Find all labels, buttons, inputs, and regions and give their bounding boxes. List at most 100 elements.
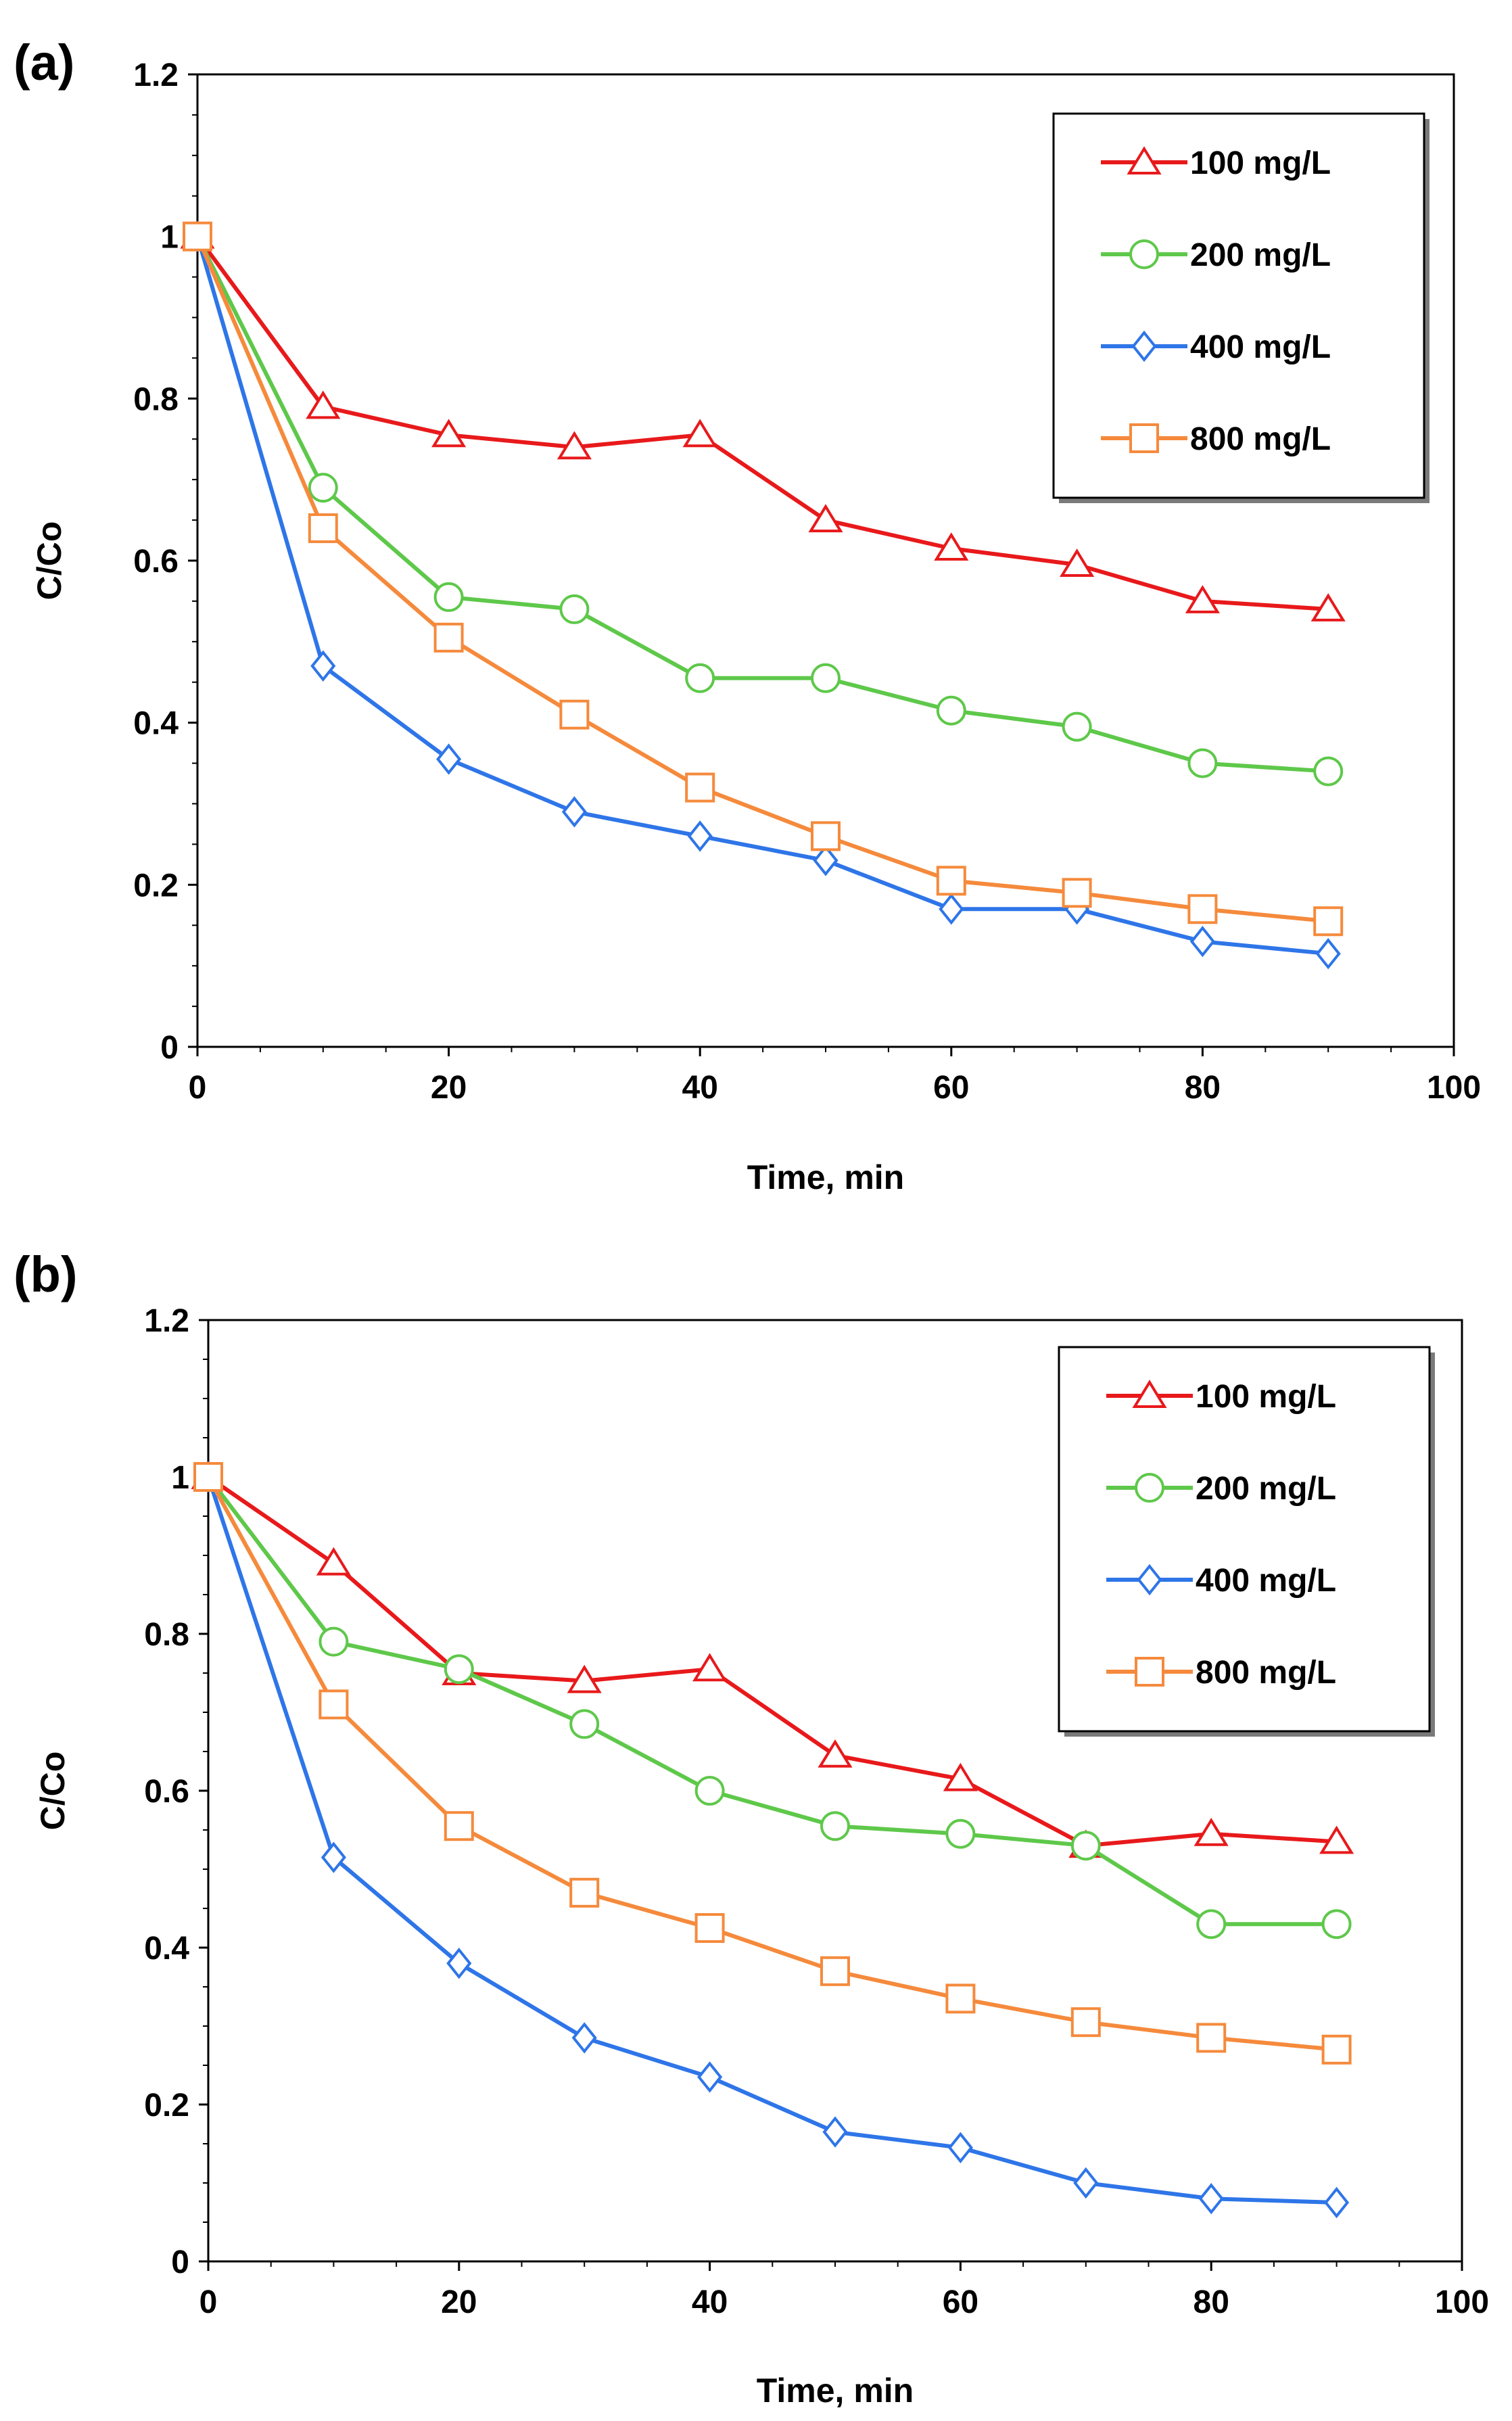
data-point-square [945, 1983, 976, 2014]
legend-label: 100 mg/L [1196, 1379, 1336, 1415]
series-square [193, 1462, 1352, 2065]
y-tick-label: 1.2 [144, 1303, 189, 1339]
y-tick-label: 0 [171, 2244, 189, 2280]
y-tick-label: 1 [171, 1460, 189, 1496]
legend-label: 800 mg/L [1196, 1655, 1336, 1691]
data-point-circle [444, 1654, 474, 1685]
x-tick-label: 40 [682, 1070, 718, 1106]
data-point-square [685, 772, 715, 803]
y-tick-label: 0.6 [133, 544, 179, 580]
data-point-triangle [306, 390, 341, 419]
y-tick-label: 1.2 [133, 57, 179, 93]
data-point-diamond [310, 650, 336, 682]
data-point-diamond [1198, 2182, 1224, 2215]
data-point-square [433, 622, 464, 653]
y-tick-label: 1 [160, 220, 179, 256]
data-point-circle [569, 1709, 600, 1739]
chart-panel-a: (a) 0 0.2 0.4 0.6 0.8 1 1.2 0 20 40 60 80 100 Time, mi… [0, 0, 1512, 1210]
data-point-square [1070, 2007, 1101, 2038]
data-point-diamond [1189, 926, 1215, 958]
y-tick-label: 0.4 [144, 1931, 189, 1967]
legend-marker-triangle [1132, 1380, 1167, 1408]
y-tick-label: 0 [160, 1030, 179, 1066]
data-point-triangle [934, 532, 969, 561]
legend: 100 mg/L 200 mg/L 400 mg/L 800 mg/L [1058, 1346, 1435, 1737]
data-point-triangle [808, 504, 843, 533]
x-axis-title: Time, min [757, 2372, 914, 2410]
y-tick-label: 0.2 [144, 2088, 189, 2123]
data-point-triangle [1310, 593, 1346, 621]
data-point-square [1187, 894, 1218, 924]
series-line [206, 1476, 1337, 1927]
data-point-diamond [1073, 2167, 1099, 2199]
data-point-diamond [1324, 2186, 1350, 2219]
line-chart-a: (a) 0 0.2 0.4 0.6 0.8 1 1.2 0 20 40 60 80 100 Time, mi… [14, 34, 1481, 1196]
x-tick-label: 0 [189, 1070, 207, 1106]
series-line [195, 235, 1329, 611]
data-point-triangle [1194, 1817, 1229, 1846]
panel-label: (b) [14, 1246, 78, 1302]
legend-item: 100 mg/L [1101, 145, 1331, 181]
line-chart-b: (b) 0 0.2 0.4 0.6 0.8 1 1.2 0 20 40 60 80 100 Time, mi… [14, 1246, 1489, 2410]
x-tick-label: 80 [1194, 2284, 1229, 2320]
data-point-circle [1070, 1831, 1101, 1861]
data-point-square [936, 866, 966, 896]
legend-item: 800 mg/L [1101, 421, 1331, 457]
x-tick-label: 40 [692, 2284, 728, 2320]
data-point-circle [945, 1818, 976, 1849]
series-line [195, 235, 1329, 956]
data-point-triangle [316, 1547, 351, 1576]
data-point-triangle [943, 1762, 978, 1791]
data-point-square [569, 1877, 600, 1908]
legend-marker-circle [1135, 1473, 1164, 1503]
series-line [195, 235, 1329, 774]
data-point-square [318, 1689, 349, 1720]
legend-marker-square [1135, 1657, 1164, 1687]
data-point-square [1062, 878, 1092, 908]
series-square [183, 221, 1344, 937]
data-point-circle [1196, 1909, 1227, 1940]
panel-label: (a) [14, 34, 74, 91]
data-point-square [820, 1956, 850, 1986]
legend-item: 400 mg/L [1101, 329, 1331, 365]
data-point-square [811, 821, 841, 851]
x-tick-label: 60 [943, 2284, 978, 2320]
legend-box [1052, 112, 1425, 499]
legend-marker-square [1129, 423, 1159, 453]
x-tick-label: 20 [431, 1070, 467, 1106]
legend-label: 400 mg/L [1196, 1563, 1336, 1599]
series-line [195, 235, 1329, 924]
data-point-square [444, 1811, 474, 1841]
data-point-circle [694, 1776, 725, 1806]
data-point-square [193, 1462, 223, 1492]
data-point-circle [1062, 711, 1092, 742]
chart-panel-b: (b) 0 0.2 0.4 0.6 0.8 1 1.2 0 20 40 60 80 100 Time, mi… [0, 1210, 1512, 2421]
data-point-diamond [1315, 937, 1341, 970]
data-point-circle [1321, 1909, 1352, 1940]
series-line [206, 1476, 1337, 2052]
legend-label: 200 mg/L [1196, 1471, 1336, 1507]
data-point-diamond [822, 2116, 848, 2148]
data-point-triangle [557, 431, 592, 460]
x-tick-label: 80 [1185, 1070, 1221, 1106]
data-point-triangle [682, 419, 717, 448]
legend-label: 200 mg/L [1190, 237, 1331, 273]
data-point-triangle [1319, 1825, 1354, 1854]
data-point-circle [318, 1626, 349, 1657]
y-tick-label: 0.8 [144, 1617, 189, 1653]
x-tick-label: 0 [199, 2284, 218, 2320]
y-tick-label: 0.2 [133, 868, 179, 903]
data-point-square [183, 221, 212, 252]
data-point-circle [1313, 756, 1344, 786]
series-circle [193, 1462, 1352, 1940]
data-point-triangle [567, 1664, 602, 1693]
data-point-diamond [697, 2061, 723, 2093]
x-axis-title: Time, min [747, 1158, 904, 1196]
data-point-diamond [436, 743, 462, 775]
series-line [206, 1476, 1337, 2205]
legend-marker-triangle [1127, 146, 1162, 174]
data-point-circle [308, 473, 338, 503]
y-axis-title: C/Co [34, 1752, 72, 1831]
legend-item: 800 mg/L [1106, 1655, 1336, 1691]
legend-label: 400 mg/L [1190, 329, 1331, 365]
